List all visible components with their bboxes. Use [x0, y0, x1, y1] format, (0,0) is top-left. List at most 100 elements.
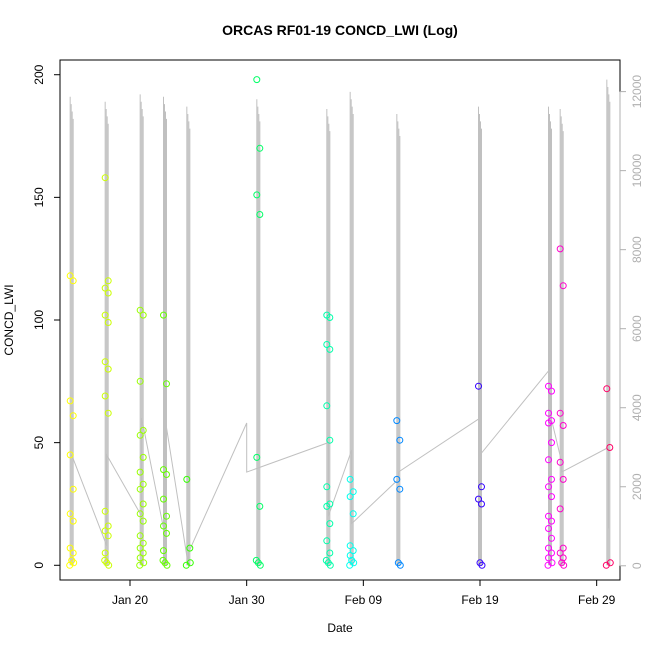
series-line	[71, 367, 609, 566]
y2-tick-label: 4000	[630, 394, 644, 421]
data-point	[136, 377, 144, 385]
data-point	[545, 483, 552, 491]
data-point	[136, 532, 144, 540]
data-point	[104, 522, 112, 530]
data-point	[66, 451, 74, 459]
data-point	[556, 245, 564, 253]
data-point	[69, 412, 77, 420]
data-point	[163, 471, 170, 478]
data-point	[253, 191, 261, 199]
data-point	[478, 483, 485, 491]
data-point	[346, 493, 354, 501]
data-point	[136, 468, 144, 476]
data-point	[545, 525, 552, 532]
data-point	[160, 466, 167, 474]
data-point	[136, 306, 144, 314]
line-series	[69, 79, 611, 566]
data-point	[548, 387, 555, 395]
data-point	[136, 561, 144, 569]
data-point	[101, 507, 109, 515]
data-point	[559, 422, 567, 429]
data-point	[256, 144, 264, 152]
data-point	[101, 174, 109, 182]
data-point	[396, 436, 404, 444]
data-point	[253, 76, 261, 84]
x-tick-label: Jan 30	[229, 593, 265, 607]
y2-tick-label: 2000	[630, 473, 644, 500]
data-point	[559, 282, 567, 290]
x-tick-label: Jan 20	[112, 593, 148, 607]
data-point	[163, 561, 171, 569]
y-tick-label: 150	[32, 187, 46, 207]
data-point	[548, 549, 555, 557]
data-point	[326, 345, 334, 353]
data-point	[326, 549, 334, 557]
data-point	[326, 436, 334, 444]
data-point	[66, 397, 74, 405]
data-point	[139, 517, 147, 525]
data-point	[548, 439, 555, 447]
data-point	[559, 554, 567, 562]
data-point	[556, 505, 564, 513]
data-point	[101, 549, 109, 557]
data-point	[548, 534, 555, 542]
data-point	[326, 561, 334, 569]
data-point	[104, 289, 112, 297]
y2-tick-label: 10000	[630, 154, 644, 188]
y-tick-label: 100	[32, 310, 46, 330]
data-point	[548, 475, 555, 483]
data-point	[475, 382, 482, 390]
data-point	[101, 392, 109, 400]
data-point	[323, 483, 331, 491]
y-axis: 0 50 100 150 200	[32, 64, 61, 569]
data-point	[393, 475, 401, 483]
data-point	[104, 532, 112, 540]
data-point	[163, 529, 170, 537]
data-point	[323, 537, 331, 545]
data-point	[545, 512, 552, 520]
data-point	[139, 426, 147, 434]
y2-tick-label: 12000	[630, 75, 644, 109]
data-point	[256, 211, 264, 218]
data-point	[66, 544, 74, 552]
data-point	[478, 561, 486, 569]
y-tick-label: 50	[32, 436, 46, 450]
data-point	[602, 561, 610, 569]
data-point	[256, 561, 264, 569]
x-tick-label: Feb 29	[578, 593, 616, 607]
data-point	[101, 358, 109, 366]
data-point	[560, 561, 568, 569]
y-axis-label: CONCD_LWI	[2, 284, 16, 355]
data-point	[101, 284, 109, 292]
data-point	[544, 561, 552, 569]
data-point	[346, 542, 354, 550]
data-point	[66, 510, 74, 518]
data-point	[548, 493, 555, 501]
data-point	[139, 500, 147, 508]
y2-tick-label: 6000	[630, 315, 644, 342]
data-point	[253, 453, 261, 461]
x-tick-label: Feb 09	[345, 593, 383, 607]
data-point	[396, 561, 404, 569]
data-point	[256, 502, 264, 510]
data-point	[545, 382, 552, 390]
x-axis-label: Date	[327, 621, 353, 635]
data-point	[66, 561, 74, 569]
x-axis: Jan 20 Jan 30 Feb 09 Feb 19 Feb 29	[112, 579, 616, 607]
chart-title: ORCAS RF01-19 CONCD_LWI (Log)	[222, 22, 458, 38]
data-point	[139, 480, 147, 488]
y2-tick-label: 8000	[630, 236, 644, 263]
data-point	[136, 431, 144, 439]
data-point	[323, 402, 331, 410]
data-point	[475, 495, 482, 503]
data-point	[323, 341, 331, 348]
data-point	[346, 475, 354, 483]
data-point	[136, 544, 144, 552]
data-point	[559, 544, 567, 552]
data-point	[101, 311, 109, 319]
data-point	[139, 311, 147, 319]
data-point	[104, 319, 112, 326]
data-point	[393, 417, 401, 425]
y-axis-secondary: 0 2000 4000 6000 8000 10000 12000	[619, 75, 644, 569]
